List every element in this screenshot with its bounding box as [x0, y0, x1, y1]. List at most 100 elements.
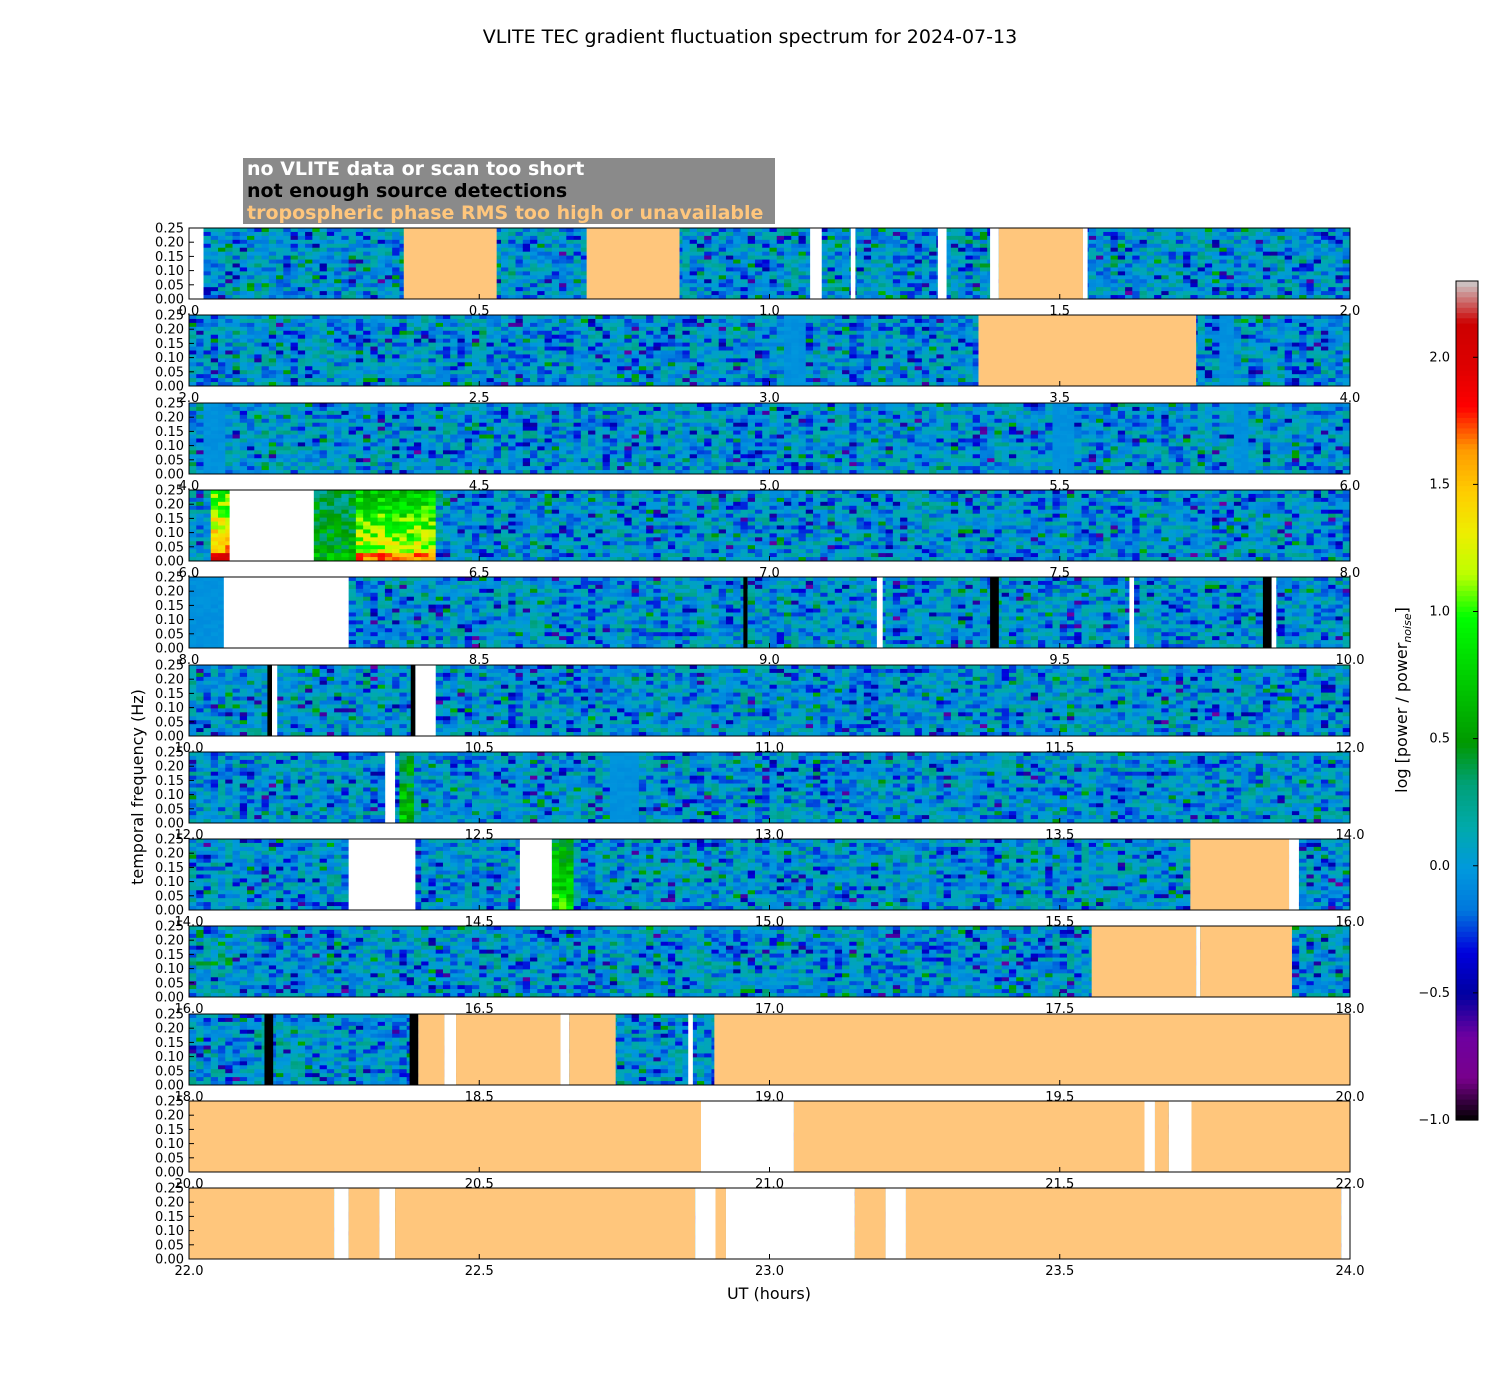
heatmap-cell — [574, 252, 582, 256]
heatmap-cell — [951, 240, 959, 244]
heatmap-cell — [1335, 232, 1343, 236]
heatmap-cell — [283, 362, 291, 366]
heatmap-cell — [1306, 267, 1314, 271]
heatmap-cell — [1241, 267, 1249, 271]
heatmap-cell — [545, 228, 553, 232]
heatmap-cell — [733, 283, 741, 287]
heatmap-cell — [385, 347, 393, 351]
heatmap-cell — [1292, 287, 1300, 291]
heatmap-cell — [574, 236, 582, 240]
heatmap-cell — [842, 366, 850, 370]
heatmap-cell — [958, 267, 966, 271]
heatmap-cell — [1321, 287, 1329, 291]
heatmap-cell — [298, 362, 306, 366]
heatmap-cell — [225, 252, 233, 256]
heatmap-cell — [501, 267, 509, 271]
heatmap-cell — [791, 287, 799, 291]
heatmap-cell — [334, 256, 342, 260]
heatmap-cell — [1292, 283, 1300, 287]
heatmap-cell — [516, 315, 524, 319]
heatmap-cell — [973, 260, 981, 264]
heatmap-cell — [566, 236, 574, 240]
heatmap-cell — [269, 236, 277, 240]
heatmap-cell — [980, 248, 988, 252]
heatmap-cell — [661, 358, 669, 362]
heatmap-cell — [436, 347, 444, 351]
heatmap-cell — [262, 327, 270, 331]
heatmap-cell — [762, 351, 770, 355]
heatmap-cell — [973, 244, 981, 248]
y-tick-label: 0.15 — [155, 250, 184, 265]
heatmap-cell — [457, 315, 465, 319]
heatmap-cell — [849, 347, 857, 351]
heatmap-cell — [740, 358, 748, 362]
heatmap-cell — [755, 228, 763, 232]
heatmap-cell — [428, 374, 436, 378]
heatmap-cell — [487, 331, 495, 335]
heatmap-cell — [791, 343, 799, 347]
heatmap-cell — [711, 366, 719, 370]
heatmap-cell — [262, 335, 270, 339]
heatmap-cell — [886, 228, 894, 232]
heatmap-cell — [1241, 236, 1249, 240]
heatmap-cell — [1111, 228, 1119, 232]
heatmap-cell — [893, 327, 901, 331]
heatmap-cell — [1241, 248, 1249, 252]
heatmap-cell — [196, 319, 204, 323]
heatmap-cell — [312, 339, 320, 343]
heatmap-cell — [385, 267, 393, 271]
heatmap-cell — [385, 279, 393, 283]
heatmap-cell — [842, 354, 850, 358]
heatmap-cell — [581, 327, 589, 331]
heatmap-cell — [595, 347, 603, 351]
heatmap-cell — [632, 335, 640, 339]
heatmap-cell — [828, 283, 836, 287]
heatmap-cell — [711, 370, 719, 374]
heatmap-cell — [472, 362, 480, 366]
heatmap-cell — [341, 358, 349, 362]
heatmap-cell — [537, 351, 545, 355]
heatmap-cell — [784, 248, 792, 252]
heatmap-cell — [958, 279, 966, 283]
heatmap-cell — [211, 335, 219, 339]
heatmap-cell — [1263, 228, 1271, 232]
heatmap-cell — [370, 271, 378, 275]
heatmap-cell — [973, 267, 981, 271]
heatmap-cell — [719, 287, 727, 291]
heatmap-cell — [566, 351, 574, 355]
heatmap-cell — [414, 370, 422, 374]
heatmap-cell — [944, 319, 952, 323]
heatmap-cell — [915, 354, 923, 358]
heatmap-cell — [530, 256, 538, 260]
heatmap-cell — [320, 271, 328, 275]
heatmap-cell — [291, 351, 299, 355]
heatmap-cell — [864, 244, 872, 248]
heatmap-cell — [1321, 267, 1329, 271]
heatmap-cell — [675, 331, 683, 335]
heatmap-cell — [777, 323, 785, 327]
heatmap-cell — [944, 354, 952, 358]
heatmap-cell — [1234, 264, 1242, 268]
heatmap-cell — [784, 366, 792, 370]
heatmap-cell — [624, 354, 632, 358]
heatmap-cell — [385, 327, 393, 331]
heatmap-cell — [610, 323, 618, 327]
heatmap-cell — [668, 339, 676, 343]
heatmap-cell — [980, 236, 988, 240]
heatmap-cell — [1198, 232, 1206, 236]
heatmap-cell — [1270, 232, 1278, 236]
heatmap-cell — [958, 283, 966, 287]
heatmap-cell — [196, 374, 204, 378]
heatmap-cell — [784, 319, 792, 323]
heatmap-cell — [312, 335, 320, 339]
heatmap-cell — [370, 236, 378, 240]
heatmap-cell — [443, 351, 451, 355]
heatmap-cell — [349, 244, 357, 248]
heatmap-cell — [1118, 260, 1126, 264]
heatmap-cell — [291, 315, 299, 319]
heatmap-cell — [320, 279, 328, 283]
heatmap-cell — [414, 327, 422, 331]
heatmap-cell — [682, 358, 690, 362]
heatmap-cell — [363, 232, 371, 236]
heatmap-cell — [1343, 252, 1351, 256]
